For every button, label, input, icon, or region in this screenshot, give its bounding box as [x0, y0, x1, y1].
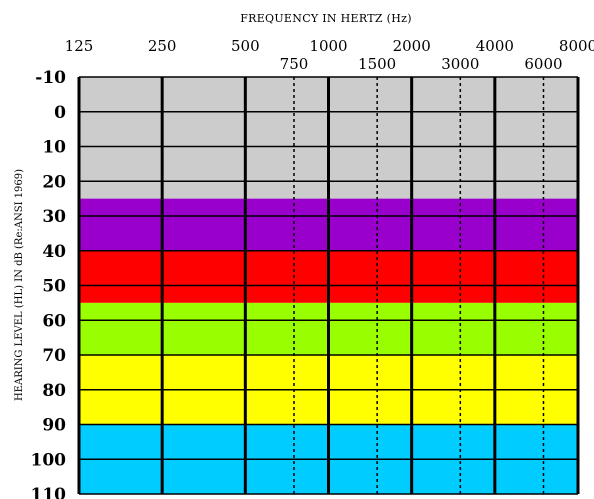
x-tick-label-250: 250	[148, 37, 177, 55]
y-tick-label--10: -10	[35, 68, 66, 88]
y-tick-label-90: 90	[42, 416, 66, 436]
y-tick-label-20: 20	[42, 172, 66, 192]
x-tick-label-8000: 8000	[559, 37, 594, 55]
x-tick-label-2000: 2000	[393, 37, 431, 55]
x-axis-title: FREQUENCY IN HERTZ (Hz)	[240, 12, 412, 25]
y-tick-label-10: 10	[42, 138, 66, 158]
x-tick-labels: 125 250 500 1000 2000 4000 8000 750 1500 3000 6000	[65, 37, 594, 73]
x-tick-label-1500: 1500	[358, 55, 396, 73]
y-tick-label-100: 100	[31, 450, 67, 470]
x-tick-label-3000: 3000	[441, 55, 479, 73]
x-tick-label-125: 125	[65, 37, 94, 55]
y-tick-label-30: 30	[42, 207, 66, 227]
x-tick-label-1000: 1000	[309, 37, 347, 55]
x-tick-label-750: 750	[280, 55, 309, 73]
y-tick-label-0: 0	[54, 103, 66, 123]
y-tick-label-40: 40	[42, 242, 66, 262]
x-tick-label-4000: 4000	[476, 37, 514, 55]
y-axis-title: HEARING LEVEL (HL) IN dB (Re:ANSI 1969)	[14, 169, 25, 401]
y-tick-label-70: 70	[42, 346, 66, 366]
grid-lines	[77, 76, 580, 495]
x-tick-label-6000: 6000	[524, 55, 562, 73]
x-tick-label-500: 500	[231, 37, 260, 55]
y-tick-label-80: 80	[42, 381, 66, 401]
y-tick-label-110: 110	[31, 485, 67, 499]
y-tick-label-60: 60	[42, 311, 66, 331]
y-tick-label-50: 50	[42, 277, 66, 297]
y-tick-labels: -10 0 10 20 30 40 50 60 70 80 90 100 110	[31, 68, 67, 499]
